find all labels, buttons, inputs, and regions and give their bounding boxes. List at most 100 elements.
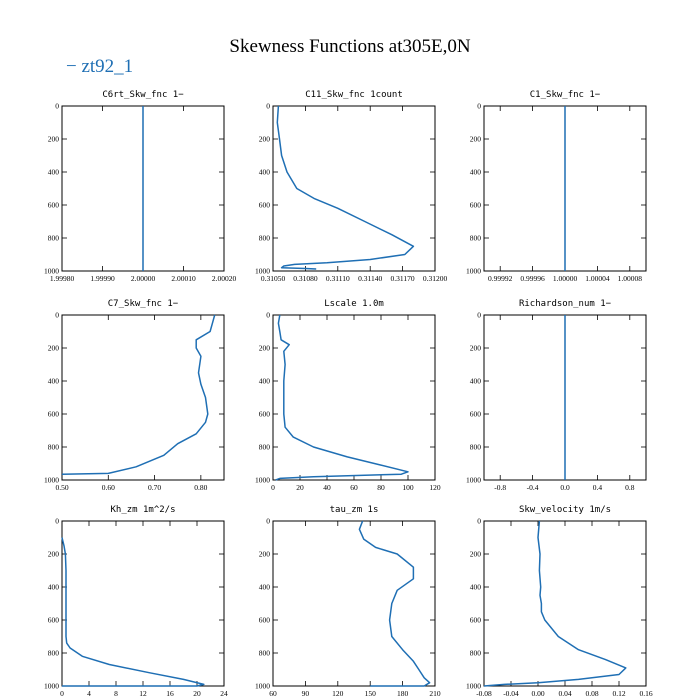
- x-tick-label: 0.99992: [488, 274, 513, 283]
- x-tick-label: -0.4: [527, 483, 539, 492]
- y-tick-label: 800: [259, 443, 271, 452]
- y-tick-label: 200: [259, 344, 271, 353]
- x-tick-label: 0.08: [585, 689, 598, 698]
- y-tick-label: 0: [55, 102, 59, 111]
- x-tick-label: 0.31170: [391, 274, 415, 283]
- subplot-title: C1_Skw_fnc 1−: [530, 90, 601, 100]
- x-tick-label: 210: [429, 689, 441, 698]
- x-tick-label: 0: [271, 483, 275, 492]
- plot-frame: [61, 520, 225, 687]
- plot-frame: [272, 314, 436, 481]
- y-tick-label: 1000: [255, 476, 270, 485]
- y-tick-label: 200: [259, 135, 271, 144]
- x-tick-label: 16: [166, 689, 174, 698]
- y-tick-label: 200: [470, 135, 482, 144]
- x-tick-label: 1.99980: [50, 274, 75, 283]
- y-tick-label: 1000: [466, 476, 481, 485]
- y-tick-label: 400: [48, 377, 60, 386]
- y-tick-label: 1000: [44, 476, 59, 485]
- figure-title: Skewness Functions at305E,0N: [229, 36, 471, 57]
- subplot-title: tau_zm 1s: [330, 505, 379, 515]
- subplot-7: Kh_zm 1m^2/s 0 4 8 12 16 20 24 0 200 400 600 800 1000: [44, 505, 228, 698]
- x-tick-label: 60: [269, 689, 277, 698]
- y-tick-label: 0: [266, 311, 270, 320]
- y-tick-label: 600: [470, 201, 482, 210]
- x-tick-label: 150: [365, 689, 377, 698]
- x-tick-label: 1.00008: [618, 274, 643, 283]
- subplot-5: Lscale 1.0m 0 20 40 60 80 100 120 0 200 400 600 800 1…: [255, 299, 441, 492]
- y-tick-label: 200: [48, 344, 60, 353]
- y-tick-label: 800: [470, 234, 482, 243]
- plot-frame: [272, 105, 436, 272]
- subplot-8: tau_zm 1s 60 90 120 150 180 210 0 200 400 600 800 10…: [255, 505, 441, 698]
- y-tick-label: 600: [48, 410, 60, 419]
- subplot-title: C7_Skw_fnc 1−: [108, 299, 179, 309]
- x-tick-label: 60: [350, 483, 358, 492]
- x-tick-label: 90: [302, 689, 310, 698]
- x-tick-label: 24: [220, 689, 228, 698]
- x-tick-label: 0.70: [148, 483, 161, 492]
- subplot-title: Richardson_num 1−: [519, 299, 612, 309]
- x-tick-label: 20: [193, 689, 201, 698]
- y-tick-label: 0: [477, 311, 481, 320]
- x-tick-label: 40: [323, 483, 331, 492]
- y-tick-label: 800: [48, 443, 60, 452]
- x-tick-label: 1.99990: [90, 274, 115, 283]
- x-tick-label: 4: [87, 689, 91, 698]
- plot-frame: [272, 520, 436, 687]
- y-tick-label: 400: [470, 583, 482, 592]
- x-tick-label: 0.8: [625, 483, 635, 492]
- series-line: [61, 314, 216, 475]
- x-tick-label: 0.16: [639, 689, 652, 698]
- legend-dash: −: [66, 56, 82, 77]
- y-tick-label: 1000: [466, 267, 481, 276]
- series-line: [276, 105, 415, 270]
- x-tick-label: 0.00: [531, 689, 544, 698]
- x-tick-label: 180: [397, 689, 409, 698]
- x-tick-label: 0.12: [612, 689, 625, 698]
- subplot-2: C11_Skw_fnc 1count 0.31050 0.31080 0.31110 0…: [255, 90, 447, 283]
- x-tick-label: -0.8: [494, 483, 506, 492]
- x-tick-label: 0.50: [55, 483, 68, 492]
- y-tick-label: 400: [470, 377, 482, 386]
- x-tick-label: 0.4: [593, 483, 603, 492]
- series-line: [61, 537, 205, 687]
- y-tick-label: 0: [55, 311, 59, 320]
- x-tick-label: 0.60: [102, 483, 115, 492]
- y-tick-label: 0: [477, 517, 481, 526]
- y-tick-label: 200: [259, 550, 271, 559]
- y-tick-label: 600: [48, 616, 60, 625]
- plot-frame: [61, 314, 225, 481]
- x-tick-label: 0: [60, 689, 64, 698]
- x-tick-label: 120: [332, 689, 344, 698]
- y-tick-label: 600: [259, 201, 271, 210]
- y-tick-label: 0: [266, 517, 270, 526]
- y-tick-label: 800: [259, 649, 271, 658]
- x-tick-label: 0.99996: [520, 274, 545, 283]
- x-tick-label: 12: [139, 689, 147, 698]
- y-tick-label: 400: [48, 168, 60, 177]
- subplot-4: C7_Skw_fnc 1− 0.50 0.60 0.70 0.80 0 200 400 600 8…: [44, 299, 225, 492]
- series-line: [358, 520, 431, 687]
- y-tick-label: 800: [48, 234, 60, 243]
- y-tick-label: 400: [259, 377, 271, 386]
- x-tick-label: 0.31110: [326, 274, 350, 283]
- x-tick-label: 0.31050: [261, 274, 286, 283]
- y-tick-label: 200: [470, 344, 482, 353]
- x-tick-label: 120: [429, 483, 441, 492]
- legend-label: zt92_1: [81, 56, 134, 77]
- series-line: [275, 314, 409, 481]
- x-tick-label: 0.04: [558, 689, 571, 698]
- y-tick-label: 0: [266, 102, 270, 111]
- subplot-3: C1_Skw_fnc 1− 0.99992 0.99996 1.00000 1.0000…: [466, 90, 647, 283]
- y-tick-label: 600: [470, 410, 482, 419]
- subplot-6: Richardson_num 1− -0.8 -0.4 0.0 0.4 0.8 0 200 40…: [466, 299, 647, 492]
- subplot-title: C6rt_Skw_fnc 1−: [102, 90, 184, 100]
- y-tick-label: 1000: [255, 682, 270, 691]
- subplot-title: Skw_velocity 1m/s: [519, 505, 611, 515]
- y-tick-label: 600: [48, 201, 60, 210]
- y-tick-label: 800: [259, 234, 271, 243]
- x-tick-label: 100: [402, 483, 414, 492]
- y-tick-label: 1000: [255, 267, 270, 276]
- y-tick-label: 200: [470, 550, 482, 559]
